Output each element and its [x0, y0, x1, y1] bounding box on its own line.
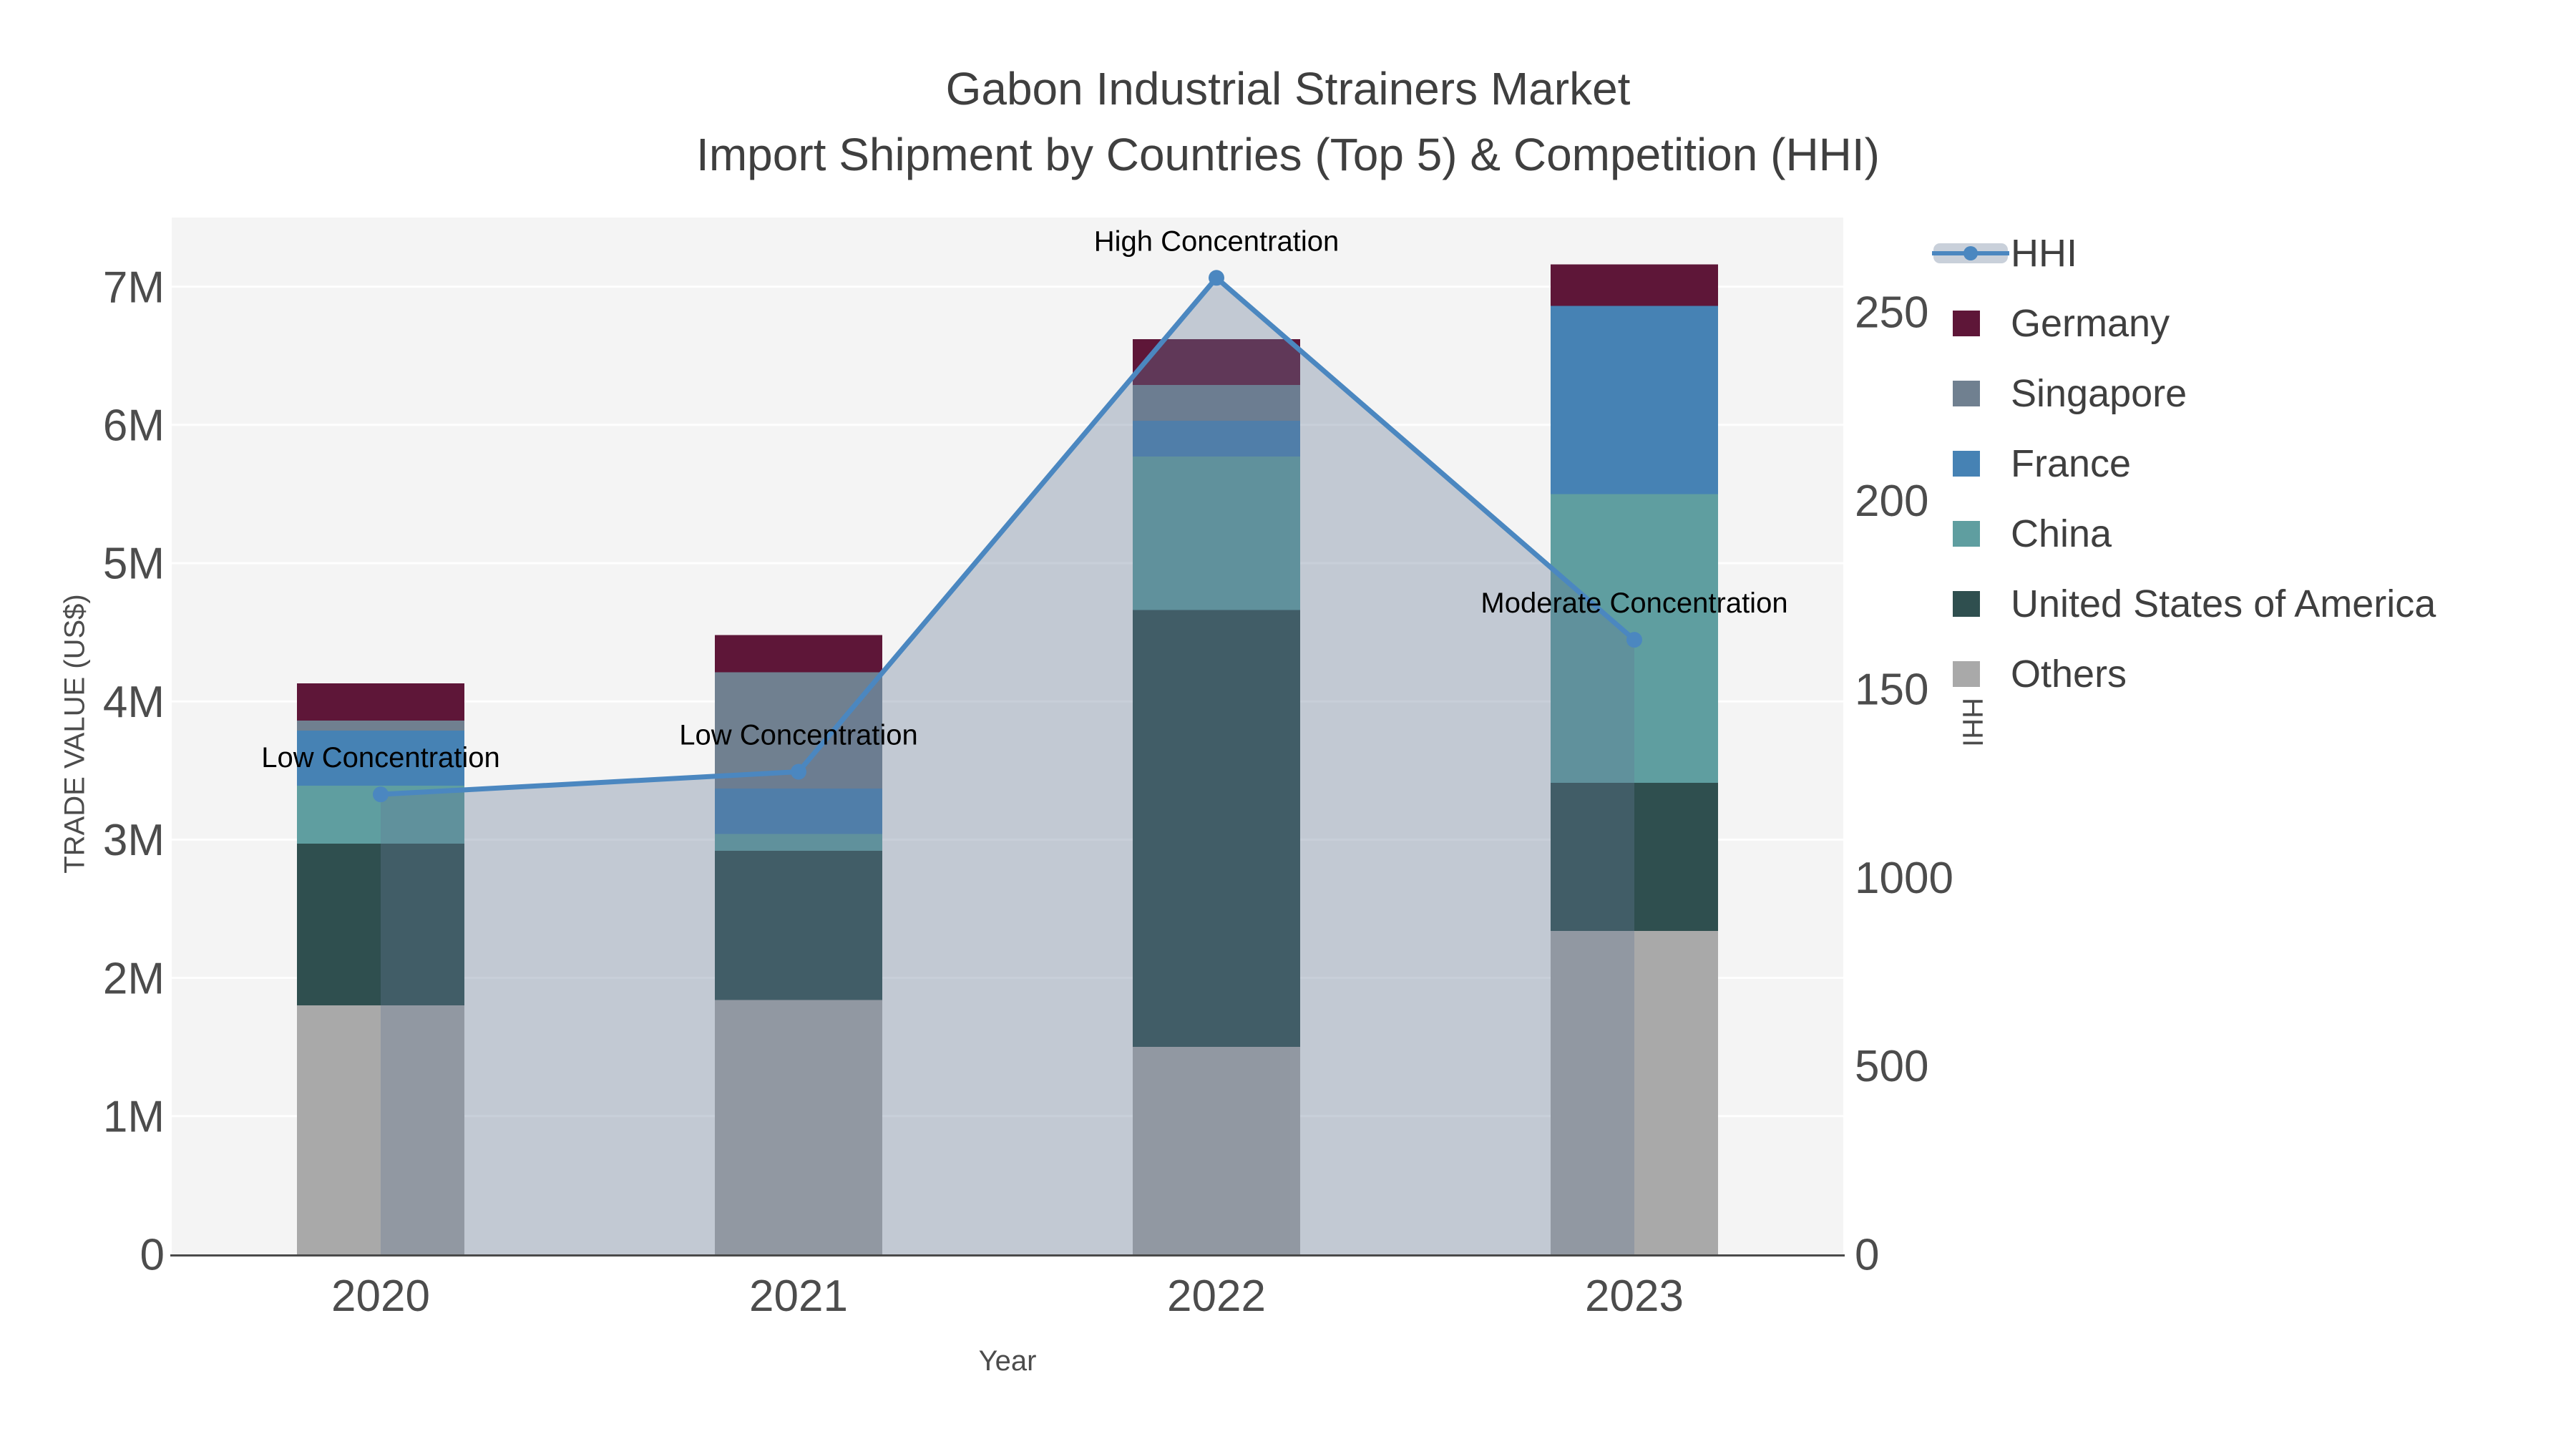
- legend-label-hhi: HHI: [2011, 232, 2077, 275]
- y-left-tick-2M: 2M: [103, 954, 165, 1003]
- y-right-tick-0: 0: [1855, 1231, 1879, 1280]
- y-right-tick-500: 500: [1855, 1042, 1928, 1091]
- annotation-low-concentration: Low Concentration: [261, 742, 500, 774]
- hhi-marker-2020[interactable]: [373, 786, 389, 803]
- china-swatch: [1953, 521, 1980, 547]
- bar-segment-others-2021[interactable]: [715, 1000, 882, 1254]
- bar-segment-singapore-2020[interactable]: [297, 721, 464, 731]
- y-left-tick-3M: 3M: [103, 816, 165, 865]
- others-swatch: [1953, 661, 1980, 687]
- bar-segment-united-states-of-america-2023[interactable]: [1551, 783, 1718, 931]
- hhi-marker-2021[interactable]: [791, 763, 806, 780]
- china-color-swatch-icon: [1932, 512, 2011, 555]
- legend-item-others[interactable]: Others: [1932, 653, 2127, 696]
- legend-label-china: China: [2011, 512, 2112, 555]
- y-axis-right-title: HHI: [1956, 698, 1989, 747]
- bar-segment-singapore-2022[interactable]: [1133, 384, 1300, 421]
- x-axis-title: Year: [978, 1345, 1037, 1377]
- annotation-high-concentration: High Concentration: [1094, 225, 1339, 257]
- bar-segment-others-2022[interactable]: [1133, 1047, 1300, 1254]
- y-right-tick-200: 200: [1855, 477, 1928, 526]
- chart-title-line1: Gabon Industrial Strainers Market: [945, 63, 1631, 114]
- bar-segment-china-2021[interactable]: [715, 834, 882, 851]
- legend-item-china[interactable]: China: [1932, 512, 2112, 555]
- hhi-marker-2022[interactable]: [1209, 270, 1224, 286]
- legend-item-singapore[interactable]: Singapore: [1932, 372, 2187, 415]
- y-left-tick-1M: 1M: [103, 1093, 165, 1142]
- others-color-swatch-icon: [1932, 653, 2011, 696]
- bar-segment-germany-2021[interactable]: [715, 635, 882, 673]
- bar-segment-france-2021[interactable]: [715, 788, 882, 834]
- annotation-low-concentration: Low Concentration: [679, 720, 918, 751]
- legend-item-germany[interactable]: Germany: [1932, 302, 2170, 345]
- y-left-tick-4M: 4M: [103, 678, 165, 727]
- germany-color-swatch-icon: [1932, 302, 2011, 345]
- y-left-tick-5M: 5M: [103, 540, 165, 589]
- x-tick-2023: 2023: [1585, 1272, 1684, 1321]
- bar-segment-germany-2023[interactable]: [1551, 264, 1718, 306]
- legend-label-germany: Germany: [2011, 302, 2170, 345]
- hhi-line[interactable]: [380, 275, 1636, 797]
- y-left-tick-7M: 7M: [103, 263, 165, 312]
- bar-segment-france-2023[interactable]: [1551, 306, 1718, 494]
- bar-segment-others-2023[interactable]: [1551, 930, 1718, 1254]
- legend-item-usa[interactable]: United States of America: [1932, 582, 2436, 625]
- bar-segment-germany-2020[interactable]: [297, 683, 464, 721]
- bar-segment-others-2020[interactable]: [297, 1005, 464, 1254]
- singapore-swatch: [1953, 381, 1980, 406]
- legend-item-hhi[interactable]: HHI: [1932, 232, 2077, 275]
- singapore-color-swatch-icon: [1932, 372, 2011, 415]
- y-right-tick-250: 250: [1855, 288, 1928, 337]
- bar-segment-united-states-of-america-2021[interactable]: [715, 850, 882, 1000]
- legend-label-france: France: [2011, 442, 2132, 485]
- y-left-tick-0: 0: [140, 1231, 165, 1280]
- legend-label-others: Others: [2011, 653, 2127, 696]
- legend-label-singapore: Singapore: [2011, 372, 2187, 415]
- usa-color-swatch-icon: [1932, 582, 2011, 625]
- y-right-tick-150: 150: [1855, 665, 1928, 714]
- chart-title-line2: Import Shipment by Countries (Top 5) & C…: [696, 129, 1880, 180]
- bar-segment-france-2022[interactable]: [1133, 421, 1300, 457]
- y-axis-left-title: TRADE VALUE (US$): [59, 594, 91, 874]
- y-right-tick-1000: 1000: [1855, 854, 1953, 903]
- usa-swatch: [1953, 591, 1980, 617]
- y-left-tick-6M: 6M: [103, 401, 165, 451]
- bar-segment-united-states-of-america-2020[interactable]: [297, 844, 464, 1006]
- hhi-marker-2023[interactable]: [1626, 632, 1642, 648]
- hhi-line-swatch-icon: [1932, 232, 2011, 275]
- bar-segment-france-2020[interactable]: [297, 730, 464, 786]
- germany-swatch: [1953, 311, 1980, 336]
- annotation-moderate-concentration: Moderate Concentration: [1480, 587, 1787, 619]
- x-tick-2021: 2021: [749, 1272, 848, 1321]
- bar-segment-united-states-of-america-2022[interactable]: [1133, 610, 1300, 1048]
- france-color-swatch-icon: [1932, 442, 2011, 485]
- legend-item-france[interactable]: France: [1932, 442, 2131, 485]
- france-swatch: [1953, 451, 1980, 477]
- x-tick-2020: 2020: [331, 1272, 430, 1321]
- legend-label-usa: United States of America: [2011, 582, 2436, 625]
- x-tick-2022: 2022: [1167, 1272, 1266, 1321]
- hhi-area: [381, 278, 1634, 1255]
- bar-segment-china-2022[interactable]: [1133, 457, 1300, 610]
- chart-title: Gabon Industrial Strainers Market Import…: [0, 56, 2576, 187]
